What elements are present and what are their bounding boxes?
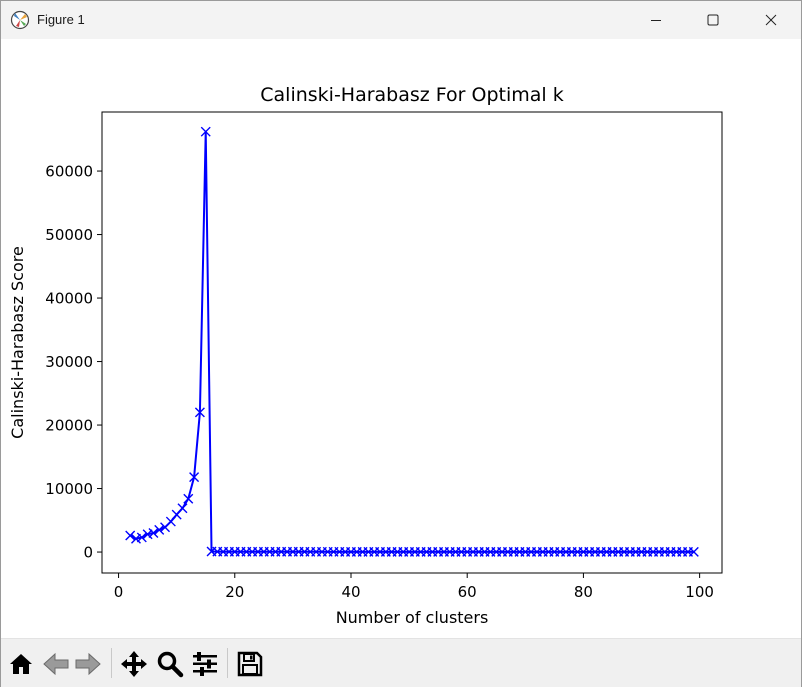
sliders-icon — [193, 652, 217, 676]
forward-button[interactable] — [73, 649, 103, 679]
x-tick-label: 60 — [458, 583, 477, 601]
configure-subplots-button[interactable] — [190, 649, 220, 679]
data-point-marker — [125, 530, 136, 541]
floppy-disk-icon — [237, 651, 263, 677]
y-tick-label: 30000 — [45, 353, 93, 371]
y-tick-label: 40000 — [45, 290, 93, 308]
data-point-marker — [177, 503, 188, 514]
maximize-icon — [707, 14, 719, 26]
data-point-marker — [189, 472, 200, 483]
data-point-marker — [154, 524, 165, 535]
axes-frame — [101, 111, 723, 574]
title-bar[interactable]: Figure 1 — [1, 1, 801, 39]
y-tick-label: 10000 — [45, 480, 93, 498]
x-axis-label: Number of clusters — [336, 608, 489, 627]
app-icon — [10, 10, 30, 30]
series-line — [129, 130, 694, 553]
minimize-button[interactable] — [633, 1, 679, 39]
x-tick-label: 0 — [114, 583, 124, 601]
series-layer — [125, 126, 699, 557]
save-button[interactable] — [235, 649, 265, 679]
y-tick-label: 50000 — [45, 226, 93, 244]
chart: Calinski-Harabasz For Optimal k 0 20 40 60 8… — [8, 84, 723, 627]
data-point-marker — [194, 407, 205, 418]
move-icon — [121, 651, 147, 677]
data-point-marker — [688, 546, 699, 557]
back-button[interactable] — [41, 649, 71, 679]
y-tick-label: 20000 — [45, 417, 93, 435]
maximize-button[interactable] — [690, 1, 736, 39]
x-tick-label: 100 — [685, 583, 714, 601]
close-button[interactable] — [748, 1, 794, 39]
data-point-marker — [148, 528, 159, 538]
data-point-marker — [130, 533, 141, 544]
data-point-marker — [165, 516, 176, 527]
arrow-right-icon — [75, 652, 101, 676]
home-icon — [10, 654, 32, 674]
y-ticks: 0 10000 20000 30000 40000 50000 60000 — [45, 163, 102, 562]
plot-canvas[interactable]: Calinski-Harabasz For Optimal k 0 20 40 60 8… — [1, 39, 801, 638]
data-point-marker — [183, 493, 194, 504]
close-icon — [765, 14, 777, 26]
home-button[interactable] — [6, 649, 36, 679]
toolbar-separator — [227, 648, 228, 678]
x-ticks: 0 20 40 60 80 100 — [114, 573, 714, 601]
minimize-icon — [651, 20, 661, 21]
chart-title: Calinski-Harabasz For Optimal k — [260, 84, 564, 106]
navigation-toolbar — [1, 638, 801, 687]
x-tick-label: 20 — [225, 583, 244, 601]
data-point-marker — [142, 529, 153, 540]
x-tick-label: 40 — [341, 583, 360, 601]
y-tick-label: 0 — [83, 544, 93, 562]
y-tick-label: 60000 — [45, 163, 93, 181]
zoom-button[interactable] — [155, 649, 185, 679]
arrow-left-icon — [43, 652, 69, 676]
data-point-marker — [136, 532, 147, 543]
data-point-marker — [200, 126, 211, 137]
toolbar-separator — [111, 648, 112, 678]
window-title: Figure 1 — [37, 12, 85, 27]
pan-button[interactable] — [119, 649, 149, 679]
y-axis-label: Calinski-Harabasz Score — [8, 246, 27, 439]
magnifier-icon — [157, 651, 184, 678]
x-tick-label: 80 — [574, 583, 593, 601]
